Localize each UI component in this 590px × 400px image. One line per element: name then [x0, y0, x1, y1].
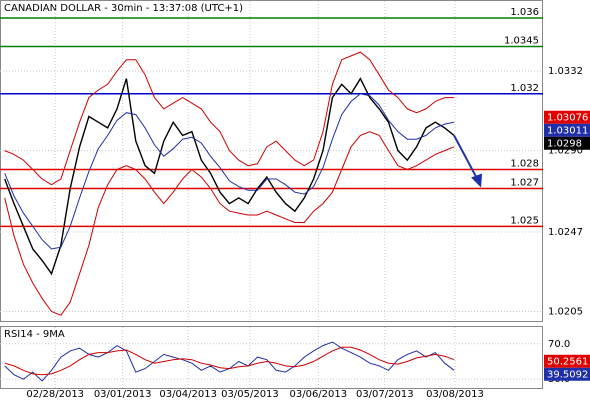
price-tag — [544, 123, 590, 137]
rsi-panel — [0, 326, 543, 389]
price-tag — [544, 110, 590, 124]
series-line — [4, 346, 455, 376]
level-label: 1.0345 — [504, 35, 539, 46]
price-tag-label: 39.5092 — [547, 369, 588, 380]
x-tick-label: 03/07/2013 — [356, 389, 414, 400]
price-tag-label: 50.2561 — [547, 356, 588, 367]
price-tag-label: 1.03011 — [547, 125, 588, 136]
price-tag — [544, 367, 590, 381]
x-tick-label: 03/01/2013 — [94, 389, 152, 400]
series-line — [4, 131, 455, 316]
series-line — [4, 93, 455, 250]
y-tick-label: 1.0205 — [548, 307, 583, 318]
level-label: 1.032 — [510, 83, 539, 94]
chart-title: CANADIAN DOLLAR - 30min - 13:37:08 (UTC+… — [4, 3, 243, 14]
y-tick-label: 1.0290 — [548, 146, 583, 157]
level-label: 1.036 — [510, 7, 539, 18]
y-tick-label: 1.0332 — [548, 66, 583, 77]
x-tick-label: 03/06/2013 — [289, 389, 347, 400]
y-tick-label: 70.0 — [548, 339, 570, 350]
series-line — [4, 51, 455, 186]
price-tag-label: 1.0298 — [547, 138, 582, 149]
level-label: 1.025 — [510, 215, 539, 226]
x-tick-label: 03/05/2013 — [221, 389, 279, 400]
series-line — [4, 341, 455, 382]
series-line — [4, 77, 455, 276]
x-tick-label: 03/08/2013 — [426, 389, 484, 400]
level-label: 1.028 — [510, 159, 539, 170]
trend-arrow — [453, 134, 479, 181]
level-label: 1.027 — [510, 177, 539, 188]
price-tag — [544, 136, 590, 150]
y-tick-label: 1.0247 — [548, 227, 583, 238]
trend-arrow-head — [471, 173, 483, 188]
price-tag-label: 1.03076 — [547, 112, 588, 123]
rsi-title: RSI14 - 9MA — [4, 329, 65, 340]
x-tick-label: 02/28/2013 — [26, 389, 84, 400]
main-panel — [0, 0, 543, 322]
price-tag — [544, 354, 590, 368]
x-tick-label: 03/04/2013 — [159, 389, 217, 400]
